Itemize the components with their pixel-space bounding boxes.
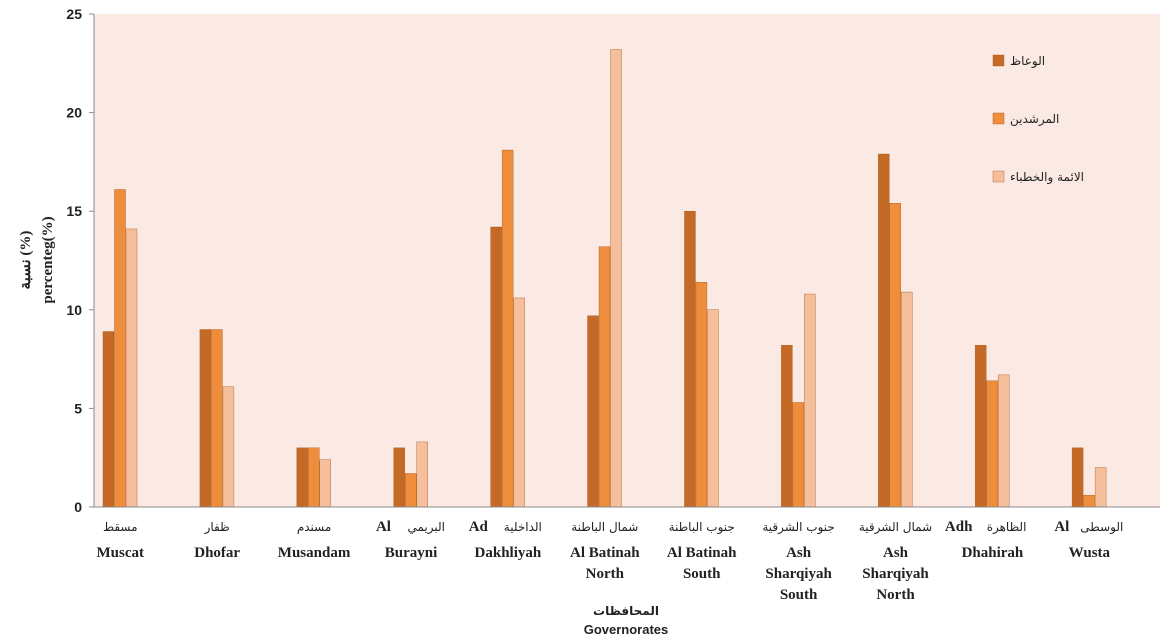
y-tick-label: 15 xyxy=(66,203,82,219)
bar xyxy=(1071,447,1084,508)
legend-swatch xyxy=(992,54,1005,67)
bar xyxy=(684,210,696,508)
category-label-arabic: جنوب الشرقية xyxy=(762,520,834,535)
category-label-arabic: شمال الشرقية xyxy=(859,520,932,535)
y-tick-label: 25 xyxy=(66,6,82,22)
category-labels: مسقط Muscat ظفار Dhofar مسندم Musandam البريمي… xyxy=(97,519,1124,603)
y-tick-label: 20 xyxy=(66,105,82,121)
bar xyxy=(490,226,502,508)
bar xyxy=(1094,467,1107,508)
bar xyxy=(501,149,514,508)
y-tick-label: 0 xyxy=(74,499,82,515)
category-label-english: Ash xyxy=(883,545,909,561)
bar xyxy=(707,309,719,508)
category-label-english: Dakhliyah xyxy=(475,545,542,561)
y-ticks: 0 5 10 15 20 25 xyxy=(66,6,94,515)
bar xyxy=(901,291,913,508)
category-label-english: Al Batinah xyxy=(570,545,640,561)
legend-label: المرشدين xyxy=(1010,112,1059,127)
bar xyxy=(222,386,235,508)
category-label-english: South xyxy=(780,587,818,603)
category-label-english: North xyxy=(876,587,915,603)
category-label-english: Sharqiyah xyxy=(765,566,832,582)
bar xyxy=(878,153,890,508)
bar xyxy=(587,315,599,508)
x-axis-label-english: Governorates xyxy=(584,622,669,637)
legend-swatch xyxy=(992,170,1005,183)
bar xyxy=(296,447,309,508)
bar xyxy=(308,447,320,508)
category-label-english: North xyxy=(586,566,625,582)
bar xyxy=(199,329,212,508)
legend-label: الائمة والخطباء xyxy=(1010,170,1084,185)
category-label-prefix: Al xyxy=(1054,519,1069,535)
bar xyxy=(319,459,332,508)
category-label-arabic: الداخلية xyxy=(504,520,542,534)
category-label-english: Dhofar xyxy=(194,545,240,561)
bar xyxy=(610,49,622,508)
bar xyxy=(125,228,138,508)
category-label-arabic: البريمي xyxy=(407,520,445,535)
bars-layer xyxy=(102,49,1107,508)
bar xyxy=(211,329,223,508)
category-label-english: Burayni xyxy=(385,545,438,561)
category-label-arabic: شمال الباطنة xyxy=(571,520,638,534)
y-tick-label: 10 xyxy=(66,302,82,318)
category-label-english: Sharqiyah xyxy=(862,566,929,582)
legend-label: الوعاظ xyxy=(1010,54,1045,69)
bar xyxy=(598,246,611,508)
category-label-arabic: الوسطى xyxy=(1080,520,1123,535)
category-label-arabic: مسقط xyxy=(103,520,138,534)
category-label-arabic: ظفار xyxy=(204,520,230,535)
y-tick-label: 5 xyxy=(74,400,82,416)
category-label-arabic: جنوب الباطنة xyxy=(669,520,735,535)
y-axis-label-arabic: نسبة (%) xyxy=(18,231,34,290)
bar xyxy=(416,441,428,508)
bar xyxy=(781,345,793,508)
category-label-english: Al Batinah xyxy=(667,545,737,561)
bar xyxy=(405,473,417,508)
category-label-arabic: الظاهرة xyxy=(987,520,1027,535)
category-label-prefix: Ad xyxy=(469,519,489,535)
category-label-english: South xyxy=(683,566,721,582)
bar xyxy=(792,402,805,508)
legend-swatch xyxy=(992,112,1005,125)
bar xyxy=(393,447,405,508)
bar xyxy=(695,281,708,508)
bar xyxy=(997,374,1010,508)
category-label-english: Dhahirah xyxy=(962,545,1024,561)
category-label-prefix: Adh xyxy=(945,519,973,535)
legend: الوعاظ المرشدين الائمة والخطباء xyxy=(992,54,1084,185)
category-label-english: Musandam xyxy=(278,545,351,561)
bar xyxy=(986,380,998,508)
category-label-english: Muscat xyxy=(97,545,145,561)
category-label-english: Wusta xyxy=(1069,545,1111,561)
bar xyxy=(889,203,901,508)
category-label-english: Ash xyxy=(786,545,812,561)
category-label-prefix: Al xyxy=(376,519,391,535)
y-axis-label-english: percenteg(%) xyxy=(40,216,56,303)
category-label-arabic: مسندم xyxy=(297,520,331,534)
bar xyxy=(114,189,126,508)
bar xyxy=(102,331,115,508)
bar xyxy=(513,297,525,508)
bar xyxy=(804,293,816,508)
bar xyxy=(974,345,987,508)
bar xyxy=(1083,494,1095,508)
x-axis-label-arabic: المحافظات xyxy=(593,604,659,618)
